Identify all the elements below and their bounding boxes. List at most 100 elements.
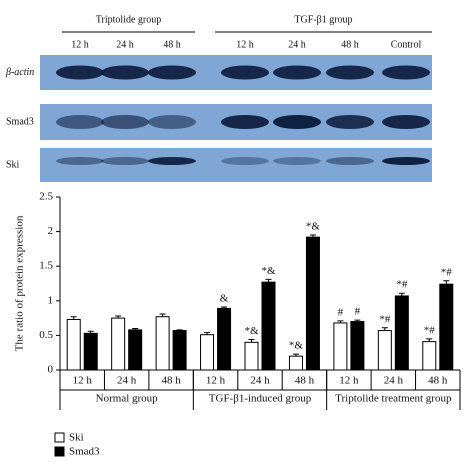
x-tick-label: 48 h xyxy=(295,375,315,387)
significance-label: # xyxy=(355,306,361,318)
blot-band xyxy=(382,65,430,80)
bar xyxy=(377,330,392,371)
error-bar xyxy=(443,280,450,285)
y-axis-label: The ratio of protein expression xyxy=(14,215,26,351)
bar xyxy=(333,322,348,371)
blot-group-label: Triptolide group xyxy=(96,14,161,25)
blot-band xyxy=(148,157,196,165)
blot-band xyxy=(221,65,269,80)
significance-label: *& xyxy=(306,221,321,233)
significance-label: *& xyxy=(289,340,304,352)
blot-band xyxy=(101,115,149,129)
error-bar xyxy=(159,313,166,317)
group-label: Triptolide treatment group xyxy=(335,393,452,405)
error-bar xyxy=(354,319,361,322)
x-tick-label: 12 h xyxy=(339,375,359,387)
blot-band xyxy=(273,115,321,129)
legend-label: Ski xyxy=(69,432,84,444)
lane-label: Control xyxy=(391,39,422,50)
blot-row-label: Ski xyxy=(6,159,20,170)
bar xyxy=(305,236,320,371)
x-tick-label: 12 h xyxy=(73,375,93,387)
legend-label: Smad3 xyxy=(69,446,100,458)
group-label: TGF-β1-induced group xyxy=(209,393,312,405)
y-tick-label: 2.5 xyxy=(39,191,53,203)
x-tick-label: 24 h xyxy=(384,375,404,387)
error-bar xyxy=(248,339,255,343)
legend-swatch xyxy=(54,446,65,457)
blot-strip xyxy=(40,148,432,182)
bar xyxy=(394,295,409,371)
bar xyxy=(128,329,143,371)
x-tick-label: 24 h xyxy=(117,375,137,387)
y-tick-label: 2 xyxy=(48,225,54,237)
error-bar xyxy=(115,315,122,319)
blot-band xyxy=(382,157,430,165)
error-bar xyxy=(337,320,344,323)
bar xyxy=(439,283,454,371)
bar xyxy=(244,341,259,371)
error-bar xyxy=(87,330,94,334)
bar xyxy=(200,334,215,371)
significance-label: *# xyxy=(379,313,391,325)
error-bar xyxy=(381,327,388,331)
significance-label: *# xyxy=(424,324,436,336)
bar xyxy=(350,321,365,371)
legend-swatch xyxy=(54,432,65,443)
lane-label: 24 h xyxy=(116,39,134,50)
blot-band xyxy=(101,65,149,80)
significance-label: *& xyxy=(244,325,259,337)
error-bar xyxy=(70,316,77,320)
bar xyxy=(261,281,276,371)
blot-group-label: TGF-β1 group xyxy=(294,14,352,25)
significance-label: & xyxy=(220,293,229,305)
error-bar xyxy=(309,234,316,238)
lane-label: 48 h xyxy=(163,39,181,50)
blot-band xyxy=(273,65,321,80)
y-tick-label: 1 xyxy=(48,294,54,306)
blot-band xyxy=(221,157,269,165)
bar xyxy=(155,316,170,371)
lane-label: 12 h xyxy=(71,39,89,50)
error-bar xyxy=(398,292,405,296)
lane-label: 12 h xyxy=(236,39,254,50)
lane-label: 24 h xyxy=(288,39,306,50)
error-bar xyxy=(426,338,433,342)
error-bar xyxy=(132,327,139,330)
bar xyxy=(66,318,81,371)
blot-band xyxy=(56,115,104,129)
blot-band xyxy=(326,65,374,80)
x-tick-label: 48 h xyxy=(161,375,181,387)
error-bar xyxy=(204,332,211,335)
blot-band xyxy=(326,115,374,129)
y-tick-label: 0 xyxy=(48,364,54,376)
significance-label: # xyxy=(338,306,344,318)
blot-row-label: β-actin xyxy=(5,67,34,78)
bar xyxy=(422,341,437,371)
blot-row-label: Smad3 xyxy=(6,116,34,127)
blot-band xyxy=(148,115,196,129)
blot-band xyxy=(273,157,321,165)
error-bar xyxy=(292,353,299,357)
bar xyxy=(111,317,126,371)
error-bar xyxy=(265,278,272,283)
lane-label: 48 h xyxy=(341,39,359,50)
error-bar xyxy=(221,306,228,309)
bar xyxy=(172,330,187,371)
y-tick-label: 1.5 xyxy=(39,260,53,272)
x-tick-label: 24 h xyxy=(250,375,270,387)
blot-band xyxy=(382,115,430,129)
blot-band xyxy=(101,157,149,165)
bar xyxy=(83,332,98,371)
blot-band xyxy=(148,65,196,80)
x-tick-label: 12 h xyxy=(206,375,226,387)
blot-band xyxy=(56,157,104,165)
x-tick-label: 48 h xyxy=(428,375,448,387)
bar xyxy=(217,307,232,371)
blot-band xyxy=(56,65,104,80)
group-label: Normal group xyxy=(96,393,159,405)
blot-band xyxy=(326,157,374,165)
y-tick-label: 0.5 xyxy=(39,329,53,341)
significance-label: *& xyxy=(261,265,276,277)
